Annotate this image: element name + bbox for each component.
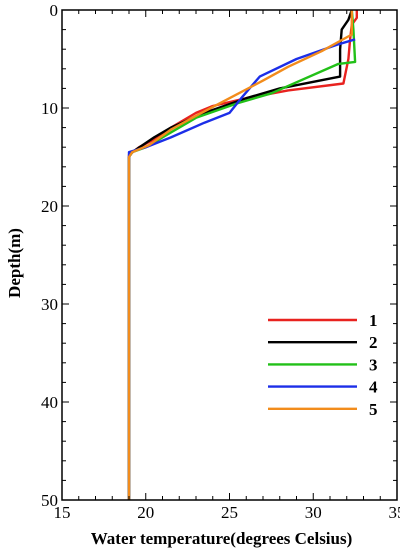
series-line-5 xyxy=(127,10,353,500)
x-tick-label: 15 xyxy=(54,503,71,522)
legend-label-5: 5 xyxy=(369,400,378,419)
series-line-2 xyxy=(127,9,353,500)
legend-label-1: 1 xyxy=(369,311,378,330)
y-tick-label: 10 xyxy=(41,99,58,118)
series-layer xyxy=(127,9,358,500)
x-tick-label: 35 xyxy=(389,503,400,522)
x-axis-title: Water temperature(degrees Celsius) xyxy=(91,529,353,548)
y-tick-label: 50 xyxy=(41,491,58,510)
legend-label-3: 3 xyxy=(369,355,378,374)
series-line-4 xyxy=(127,38,356,500)
x-axis-ticks: 1520253035 xyxy=(54,10,400,522)
x-tick-label: 25 xyxy=(221,503,238,522)
legend-label-2: 2 xyxy=(369,333,378,352)
x-tick-label: 20 xyxy=(137,503,154,522)
y-tick-label: 0 xyxy=(50,1,59,20)
y-tick-label: 20 xyxy=(41,197,58,216)
y-tick-label: 40 xyxy=(41,393,58,412)
plot-frame xyxy=(61,9,398,501)
legend-label-4: 4 xyxy=(369,378,378,397)
y-axis-ticks: 0 10 20 30 40 50 xyxy=(41,1,397,510)
legend: 1 2 3 4 5 xyxy=(268,311,378,419)
series-line-3 xyxy=(127,9,357,500)
y-tick-label: 30 xyxy=(41,295,58,314)
x-tick-label: 30 xyxy=(305,503,322,522)
series-line-1 xyxy=(127,10,358,500)
y-axis-title: Depth(m) xyxy=(5,228,24,298)
